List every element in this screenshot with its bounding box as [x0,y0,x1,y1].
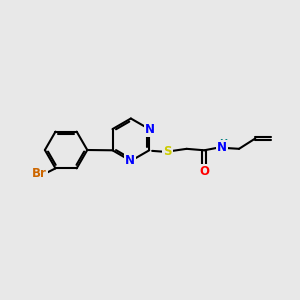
Text: N: N [145,123,155,136]
Text: N: N [125,154,135,167]
Text: S: S [163,145,172,158]
Text: Br: Br [32,167,47,180]
Text: O: O [199,165,209,178]
Text: H: H [219,139,227,149]
Text: N: N [217,141,227,154]
